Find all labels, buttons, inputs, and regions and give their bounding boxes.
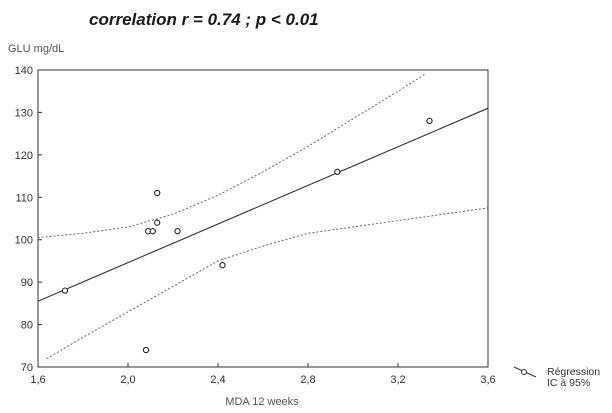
x-tick-label: 1,6	[30, 374, 45, 386]
data-points	[61, 117, 433, 354]
x-tick-label: 2,0	[120, 374, 135, 386]
data-point	[61, 287, 69, 294]
data-point	[149, 228, 156, 235]
regression-line-group	[37, 107, 489, 302]
y-axis-label: GLU mg/dL	[8, 43, 64, 55]
x-tick-label: 3,6	[480, 374, 495, 386]
y-tick-label: 90	[21, 277, 33, 289]
data-point	[154, 189, 161, 197]
legend-regression-circle-icon	[521, 369, 527, 375]
y-tick-label: 100	[15, 235, 33, 247]
y-tick-label: 80	[21, 320, 33, 332]
plot-frame	[37, 69, 489, 368]
legend-label-regression: Régression	[547, 366, 600, 378]
data-point	[334, 168, 341, 175]
regression-line	[37, 107, 489, 302]
y-tick-label: 110	[15, 192, 33, 204]
y-tick-label: 70	[21, 362, 33, 374]
confidence-interval-bands	[37, 73, 489, 359]
chart-title: correlation r = 0.74 ; p < 0.01	[89, 10, 319, 29]
x-axis-ticks: 1,6 2,0 2,4 2,8 3,2 3,6	[30, 363, 496, 386]
x-tick-label: 3,2	[390, 374, 405, 386]
data-point	[219, 262, 226, 269]
y-axis-ticks: 70 80 90 100 110 120 130 140	[15, 65, 42, 374]
legend: Régression IC à 95%	[513, 366, 600, 389]
data-point	[426, 117, 433, 125]
x-tick-label: 2,8	[300, 374, 315, 386]
data-point	[174, 228, 181, 235]
legend-label-ci: IC à 95%	[547, 377, 590, 389]
data-point	[142, 346, 150, 354]
y-tick-label: 140	[15, 65, 33, 77]
x-tick-label: 2,4	[210, 374, 225, 386]
ci-lower-line	[46, 207, 489, 359]
data-point	[154, 219, 161, 226]
y-tick-label: 130	[15, 107, 33, 119]
y-tick-label: 120	[15, 150, 33, 162]
x-axis-label: MDA 12 weeks	[225, 396, 299, 408]
ci-upper-line	[37, 73, 426, 239]
